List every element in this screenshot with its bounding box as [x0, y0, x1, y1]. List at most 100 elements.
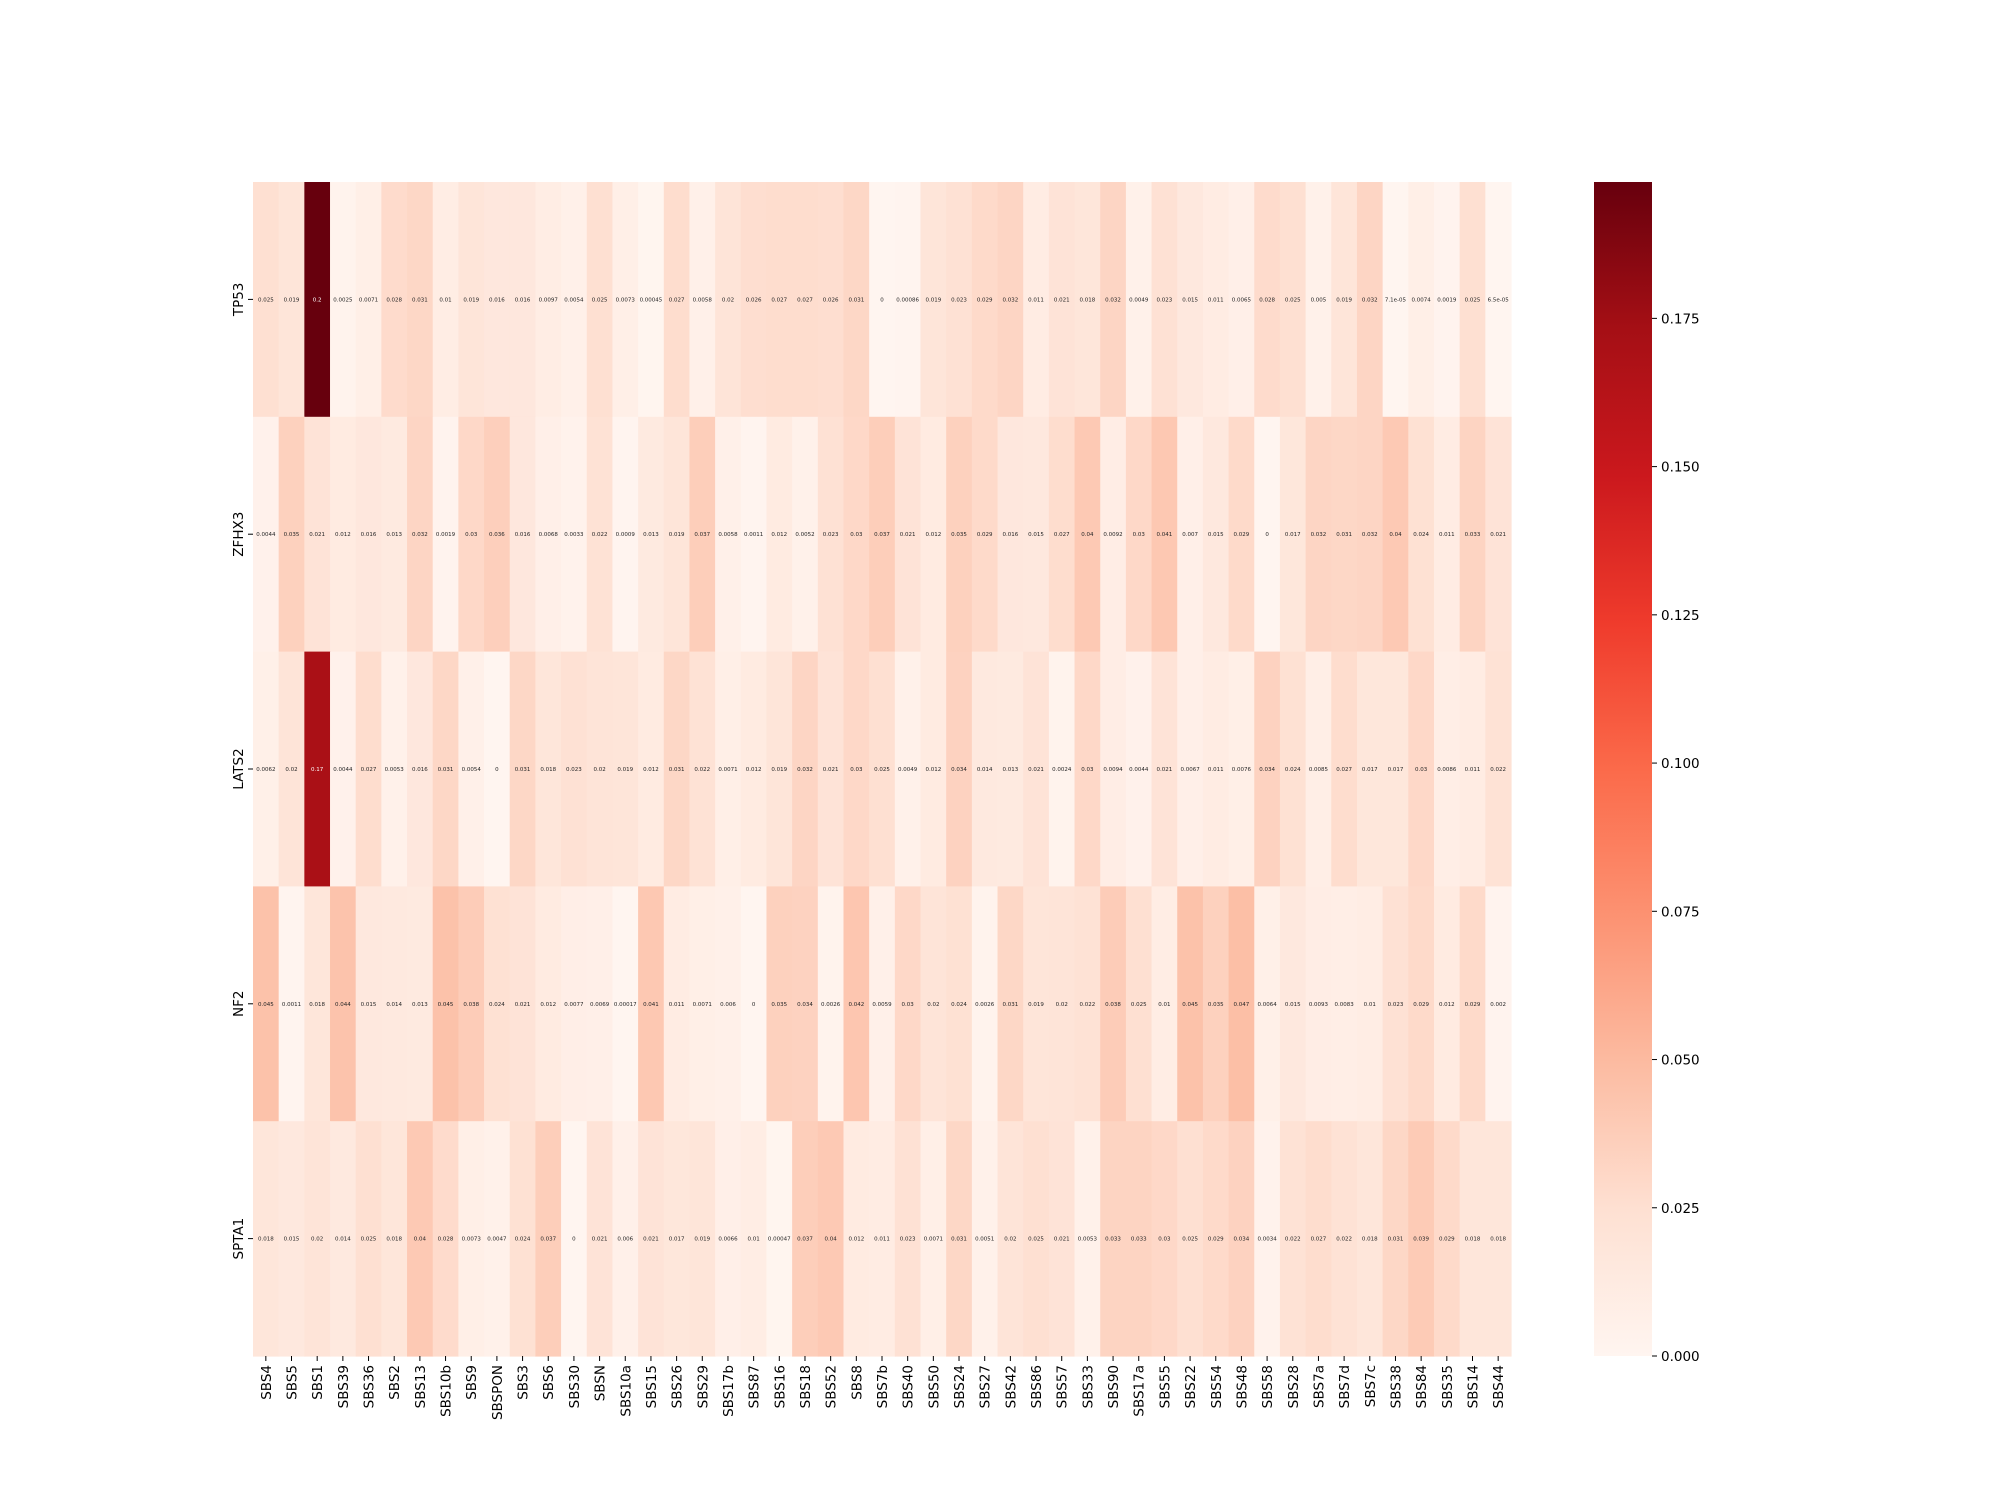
cell-value-label: 0.016 — [361, 532, 377, 538]
heatmap-cell — [920, 416, 947, 653]
heatmap-cell — [561, 886, 588, 1122]
heatmap-cell — [1151, 1121, 1178, 1357]
heatmap-cell — [1202, 886, 1230, 1122]
cell-value-label: 0.027 — [669, 297, 685, 303]
cell-value-label: 0.018 — [386, 1237, 402, 1243]
heatmap-cell — [843, 886, 870, 1122]
heatmap-cell — [1279, 416, 1307, 653]
heatmap-cell — [817, 416, 845, 653]
cell-value-label: 0.028 — [1259, 297, 1275, 303]
heatmap-cell — [1433, 651, 1461, 887]
colorbar-tick-label: 0.050 — [1661, 1053, 1700, 1069]
x-tick-label: SBS16 — [772, 1365, 788, 1408]
heatmap-cell — [740, 182, 768, 418]
cell-value-label: 0.0044 — [333, 767, 353, 773]
cell-value-label: 0.029 — [1413, 1002, 1429, 1008]
heatmap-cell — [1228, 886, 1255, 1122]
heatmap-cell — [1331, 182, 1358, 418]
heatmap-cell — [432, 182, 459, 418]
cell-value-label: 0.029 — [1208, 1237, 1224, 1243]
cell-value-label: 0.037 — [540, 1237, 556, 1243]
heatmap-cell — [792, 886, 819, 1122]
cell-value-label: 0.04 — [825, 1237, 838, 1243]
cell-value-label: 0.02 — [1004, 1237, 1016, 1243]
cell-value-label: 0.029 — [1465, 1002, 1481, 1008]
cell-value-label: 0.029 — [1234, 532, 1250, 538]
x-tick-label: SBS7b — [875, 1365, 891, 1408]
x-tick-label: SBS14 — [1465, 1365, 1481, 1408]
cell-value-label: 0.032 — [412, 532, 428, 538]
heatmap-cell — [330, 416, 357, 653]
heatmap-cell — [1485, 651, 1512, 887]
heatmap-cell — [894, 886, 922, 1122]
x-tick-label: SBS44 — [1491, 1365, 1507, 1408]
cell-value-label: 0.017 — [1362, 767, 1378, 773]
cell-value-label: 0.012 — [746, 767, 762, 773]
cell-value-label: 0.0047 — [487, 1237, 507, 1243]
heatmap-cell — [997, 1121, 1024, 1357]
heatmap-cell — [381, 182, 408, 418]
heatmap-cell — [1485, 416, 1512, 653]
cell-value-label: 0.017 — [1388, 767, 1404, 773]
x-tick-label: SBS87 — [747, 1365, 763, 1408]
cell-value-label: 0.02 — [285, 767, 297, 773]
heatmap-cell — [1254, 1121, 1281, 1357]
x-tick-label: SBS38 — [1388, 1365, 1404, 1408]
heatmap-cell — [509, 886, 536, 1122]
heatmap-cell — [1100, 1121, 1127, 1357]
heatmap-cell — [869, 651, 896, 887]
cell-value-label: 0.035 — [1208, 1002, 1224, 1008]
cell-value-label: 0.021 — [1028, 767, 1044, 773]
cell-value-label: 0.015 — [1028, 532, 1044, 538]
heatmap-cell — [381, 1121, 408, 1357]
heatmap-cell — [1382, 651, 1409, 887]
cell-value-label: 0.0066 — [718, 1237, 738, 1243]
colorbar-ticks: 0.000 0.025 0.050 0.075 0.100 0.125 0.150 0.175 — [1652, 311, 1700, 1365]
cell-value-label: 0.034 — [1234, 1237, 1250, 1243]
heatmap-cell — [1100, 182, 1127, 418]
cell-value-label: 0.036 — [489, 532, 505, 538]
heatmap-cell — [638, 182, 665, 418]
cell-value-label: 0.0092 — [1103, 532, 1122, 538]
heatmap-cell — [1074, 182, 1101, 418]
cell-value-label: 0.0051 — [975, 1237, 994, 1243]
heatmap-cell — [946, 182, 973, 418]
heatmap-cell — [586, 1121, 614, 1357]
cell-value-label: 0.018 — [1490, 1237, 1506, 1243]
heatmap-cell — [1408, 1121, 1435, 1357]
cell-value-label: 0.0094 — [1103, 767, 1123, 773]
heatmap-cell — [484, 182, 511, 418]
heatmap-cell — [253, 651, 280, 887]
x-tick-label: SBS48 — [1234, 1365, 1250, 1408]
heatmap-cell — [1433, 182, 1461, 418]
cell-value-label: 0.0058 — [718, 532, 738, 538]
heatmap-cell — [715, 416, 742, 653]
x-tick-label: SBS27 — [978, 1365, 994, 1408]
x-axis: SBS4 SBS5 SBS1 SBS39 SBS36 SBS2 SBS13 SBS10b SBS… — [259, 1356, 1507, 1420]
x-tick-label: SBS17a — [1132, 1365, 1148, 1417]
heatmap-cell — [586, 182, 614, 418]
heatmap-cell — [1202, 651, 1230, 887]
cell-value-label: 0.0067 — [1180, 767, 1200, 773]
cell-value-label: 0.031 — [1002, 1002, 1018, 1008]
cell-value-label: 0.023 — [1157, 297, 1173, 303]
heatmap-cell — [920, 651, 947, 887]
heatmap-cell — [971, 1121, 999, 1357]
cell-value-label: 0.013 — [1002, 767, 1018, 773]
heatmap-cell — [561, 182, 588, 418]
heatmap-cell — [1331, 886, 1358, 1122]
cell-value-label: 0.019 — [617, 767, 633, 773]
cell-value-label: 0.0073 — [616, 297, 636, 303]
y-tick-label: ZFHX3 — [231, 512, 247, 557]
cell-value-label: 0.034 — [797, 1002, 813, 1008]
cell-value-label: 0.01 — [1364, 1002, 1376, 1008]
cell-value-label: 0.04 — [1081, 532, 1094, 538]
heatmap-cell — [1331, 416, 1358, 653]
heatmap-cell — [1382, 1121, 1409, 1357]
x-tick-label: SBSN — [593, 1365, 609, 1401]
cell-value-label: 0.022 — [1080, 1002, 1096, 1008]
cell-value-label: 0.018 — [309, 1002, 325, 1008]
cell-value-label: 0.031 — [515, 767, 531, 773]
heatmap-cell — [407, 651, 434, 887]
